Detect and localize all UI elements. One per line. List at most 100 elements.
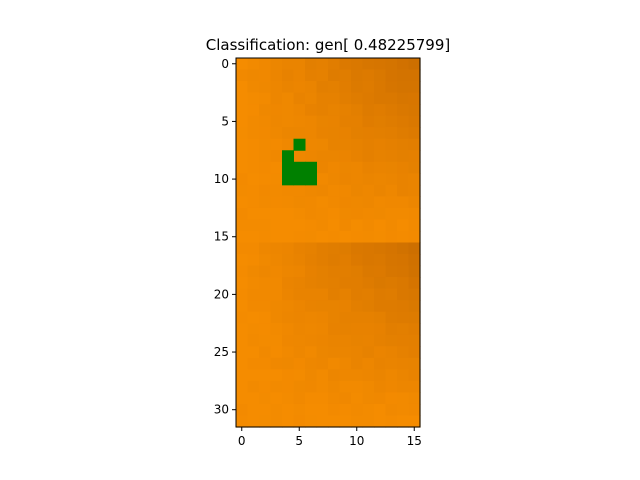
heatmap-cell [259, 346, 272, 359]
heatmap-cell [282, 311, 295, 324]
heatmap-cell [351, 392, 364, 405]
heatmap-cell [339, 369, 352, 382]
heatmap-cell [282, 92, 295, 105]
heatmap-cell [362, 415, 375, 428]
heatmap-cell [259, 127, 272, 140]
heatmap-cell [339, 403, 352, 417]
heatmap-cell [362, 58, 375, 71]
heatmap-cell [362, 219, 375, 232]
heatmap-cell [316, 81, 329, 94]
heatmap-cell [385, 58, 398, 71]
heatmap-cell [408, 207, 421, 221]
heatmap-cell [270, 334, 283, 347]
heatmap-cell [339, 346, 352, 359]
heatmap-cell [385, 115, 398, 128]
heatmap-cell [293, 196, 306, 209]
heatmap-cell [259, 58, 272, 71]
heatmap-cell [316, 104, 329, 117]
heatmap-cell [316, 184, 329, 197]
heatmap-cell [305, 207, 318, 221]
heatmap-cell [374, 92, 387, 105]
heatmap-cell [351, 230, 364, 244]
heatmap-cell [408, 92, 421, 105]
heatmap-cell [328, 81, 341, 94]
heatmap-cell [293, 150, 306, 163]
heatmap-cell [408, 300, 421, 313]
heatmap-cell [328, 300, 341, 313]
heatmap-cell [374, 392, 387, 405]
heatmap-cell [328, 403, 341, 417]
heatmap-cell [328, 369, 341, 382]
heatmap-cell [385, 173, 398, 186]
heatmap-cell [305, 184, 318, 197]
chart-title: Classification: gen[ 0.48225799] [206, 36, 450, 54]
heatmap-cell [247, 392, 260, 405]
heatmap-cell [328, 196, 341, 209]
heatmap-cell [270, 392, 283, 405]
heatmap-cell [247, 369, 260, 382]
heatmap-cell [339, 277, 352, 290]
heatmap-cell [282, 403, 295, 417]
heatmap-cell [351, 150, 364, 163]
heatmap-cell [316, 254, 329, 267]
heatmap-cell [351, 58, 364, 71]
heatmap-cell [270, 369, 283, 382]
heatmap-cell [362, 346, 375, 359]
green-overlay-patch [282, 138, 317, 186]
heatmap-cell [397, 69, 410, 82]
heatmap-cell [408, 334, 421, 347]
heatmap-cell [293, 58, 306, 71]
heatmap-cell [397, 415, 410, 428]
heatmap-cell [374, 242, 387, 255]
heatmap-cell [385, 196, 398, 209]
green-cell [282, 173, 294, 186]
heatmap-cell [293, 346, 306, 359]
heatmap-cell [351, 115, 364, 128]
heatmap-cell [408, 138, 421, 151]
heatmap-cell [236, 357, 249, 370]
heatmap-cell [236, 265, 249, 278]
heatmap-cell [305, 219, 318, 232]
green-cell [293, 173, 306, 186]
heatmap-cell [374, 207, 387, 221]
heatmap-cell [397, 369, 410, 382]
heatmap-cell [408, 58, 421, 71]
heatmap-cell [236, 369, 249, 382]
heatmap-cell [236, 127, 249, 140]
heatmap-cell [282, 415, 295, 428]
heatmap-cell [270, 265, 283, 278]
heatmap-cell [339, 58, 352, 71]
green-cell [282, 150, 294, 163]
heatmap-cell [282, 230, 295, 244]
heatmap-cell [316, 369, 329, 382]
heatmap-cell [270, 380, 283, 394]
y-axis: 0 5 10 15 20 25 30 [214, 57, 236, 417]
green-cell [282, 161, 294, 174]
heatmap-cell [397, 138, 410, 151]
heatmap-cell [270, 323, 283, 336]
heatmap-cell [351, 196, 364, 209]
heatmap-cell [408, 369, 421, 382]
heatmap-cell [374, 150, 387, 163]
heatmap-cell [339, 92, 352, 105]
heatmap-cell [282, 254, 295, 267]
heatmap-cell [362, 150, 375, 163]
heatmap-cell [305, 254, 318, 267]
heatmap-cell [362, 138, 375, 151]
heatmap-cell [259, 207, 272, 221]
heatmap-cell [247, 415, 260, 428]
heatmap-cell [305, 380, 318, 394]
heatmap-cell [408, 69, 421, 82]
x-tick-label: 0 [238, 434, 246, 448]
heatmap-cell [328, 58, 341, 71]
heatmap-cell [397, 161, 410, 174]
heatmap-cell [316, 380, 329, 394]
heatmap-cell [362, 300, 375, 313]
heatmap-cell [247, 288, 260, 301]
heatmap-cell [408, 173, 421, 186]
heatmap-cell [362, 173, 375, 186]
heatmap-cell [316, 265, 329, 278]
heatmap-cell [247, 173, 260, 186]
heatmap-cell [236, 311, 249, 324]
heatmap-cell [305, 138, 318, 151]
